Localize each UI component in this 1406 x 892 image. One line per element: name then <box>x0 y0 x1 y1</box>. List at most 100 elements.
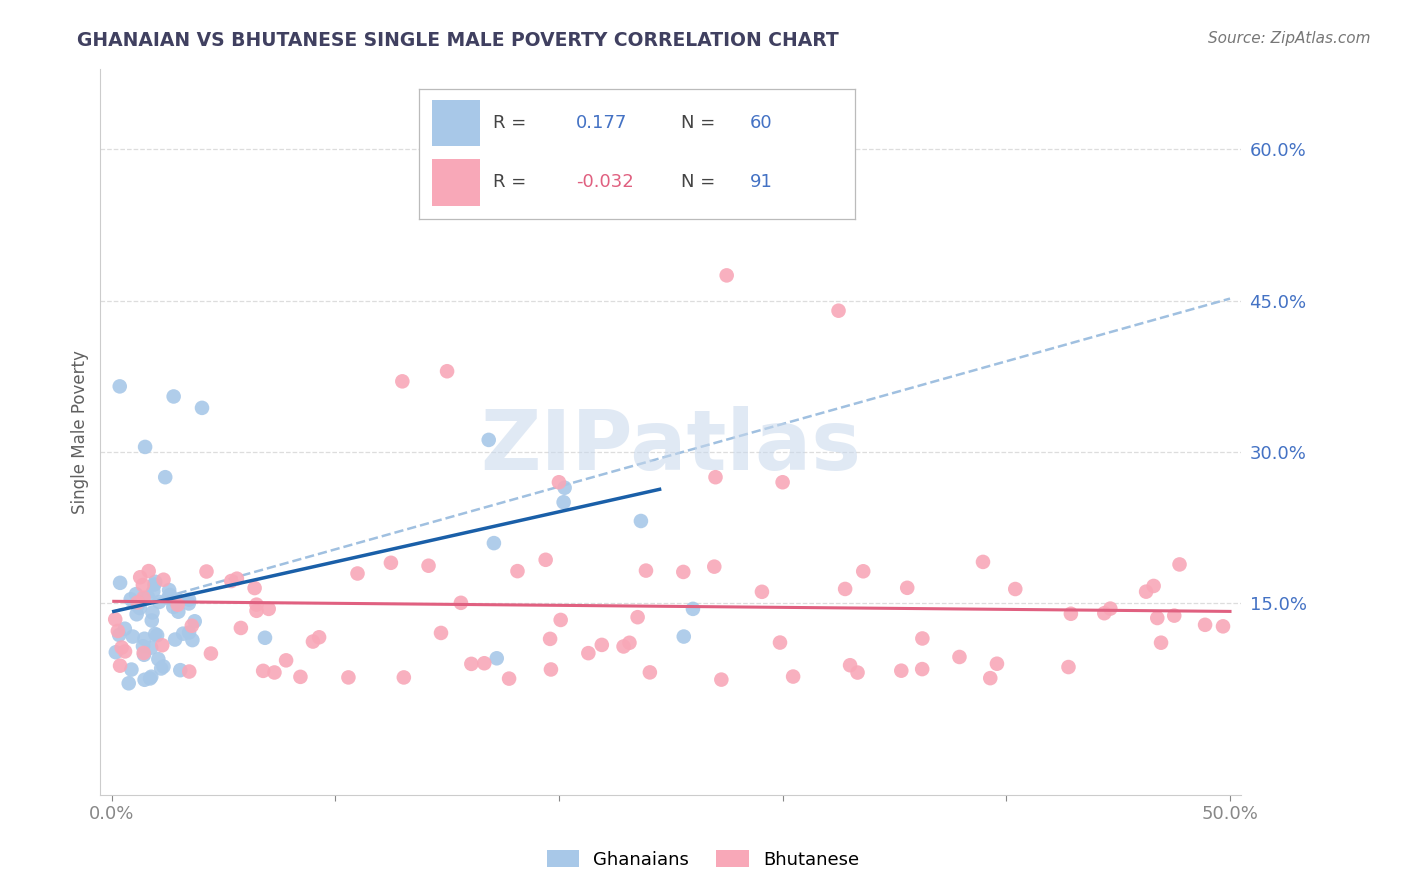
Point <box>177 625 200 640</box>
Point <box>134 673 156 687</box>
Point <box>120 663 142 677</box>
Point <box>191 401 214 415</box>
Point <box>166 598 188 612</box>
Point <box>911 632 934 646</box>
Point <box>553 495 575 509</box>
Point <box>591 638 613 652</box>
Point <box>612 640 634 654</box>
Point <box>672 630 695 644</box>
Point <box>143 574 166 589</box>
Point <box>129 570 152 584</box>
Point <box>852 564 875 578</box>
Point <box>638 665 661 680</box>
Point <box>986 657 1008 671</box>
Point <box>127 596 149 610</box>
Point <box>148 652 170 666</box>
Point <box>302 634 325 648</box>
Point <box>132 639 155 653</box>
Point <box>576 646 599 660</box>
Point <box>1060 607 1083 621</box>
Point <box>1194 617 1216 632</box>
Point <box>827 303 849 318</box>
Point <box>672 565 695 579</box>
Text: R =: R = <box>494 173 526 191</box>
Legend: Ghanaians, Bhutanese: Ghanaians, Bhutanese <box>540 843 866 876</box>
Point <box>169 663 191 677</box>
Point <box>1092 606 1115 620</box>
Point <box>243 581 266 595</box>
Point <box>165 594 187 608</box>
Point <box>634 564 657 578</box>
Point <box>710 673 733 687</box>
Point <box>290 670 312 684</box>
Text: ZIPatlas: ZIPatlas <box>481 406 862 487</box>
Point <box>128 601 150 615</box>
Point <box>391 375 413 389</box>
Point <box>172 626 194 640</box>
Point <box>118 676 141 690</box>
Point <box>979 671 1001 685</box>
Point <box>107 624 129 638</box>
Point <box>142 584 165 599</box>
Point <box>716 268 738 283</box>
Point <box>472 657 495 671</box>
Point <box>132 646 155 660</box>
Point <box>253 631 276 645</box>
Point <box>134 440 156 454</box>
Point <box>148 595 170 609</box>
Point <box>157 591 180 605</box>
Point <box>127 599 149 613</box>
Point <box>245 598 267 612</box>
Point <box>703 559 725 574</box>
Point <box>436 364 458 378</box>
Point <box>548 475 571 490</box>
Point <box>380 556 402 570</box>
Point <box>769 635 792 649</box>
Point <box>846 665 869 680</box>
Point <box>159 588 181 602</box>
Bar <box>432 100 479 146</box>
Text: 91: 91 <box>751 173 773 191</box>
Point <box>630 514 652 528</box>
Point <box>450 596 472 610</box>
Point <box>114 622 136 636</box>
Point <box>125 587 148 601</box>
Point <box>195 565 218 579</box>
Point <box>157 582 180 597</box>
Point <box>972 555 994 569</box>
Point <box>179 665 201 679</box>
Point <box>274 653 297 667</box>
Point <box>485 651 508 665</box>
Text: 0.177: 0.177 <box>576 114 627 132</box>
Point <box>152 573 174 587</box>
Point <box>108 658 131 673</box>
Point <box>418 558 440 573</box>
Text: N =: N = <box>681 114 714 132</box>
Point <box>782 669 804 683</box>
Point <box>104 645 127 659</box>
Point <box>155 470 177 484</box>
Point <box>482 536 505 550</box>
Point <box>150 661 173 675</box>
Point <box>1099 601 1122 615</box>
Point <box>540 663 562 677</box>
Point <box>108 575 131 590</box>
Text: GHANAIAN VS BHUTANESE SINGLE MALE POVERTY CORRELATION CHART: GHANAIAN VS BHUTANESE SINGLE MALE POVERT… <box>77 31 839 50</box>
Point <box>139 672 162 686</box>
Point <box>152 659 174 673</box>
Point <box>177 597 200 611</box>
Text: N =: N = <box>681 173 714 191</box>
Point <box>1146 611 1168 625</box>
Point <box>104 612 127 626</box>
Point <box>506 564 529 578</box>
Point <box>498 672 520 686</box>
Text: 60: 60 <box>751 114 773 132</box>
Point <box>534 553 557 567</box>
Point <box>162 599 184 614</box>
Point <box>136 590 159 604</box>
Point <box>167 605 190 619</box>
Point <box>219 574 242 588</box>
Point <box>308 630 330 644</box>
Point <box>550 613 572 627</box>
Point <box>430 626 453 640</box>
